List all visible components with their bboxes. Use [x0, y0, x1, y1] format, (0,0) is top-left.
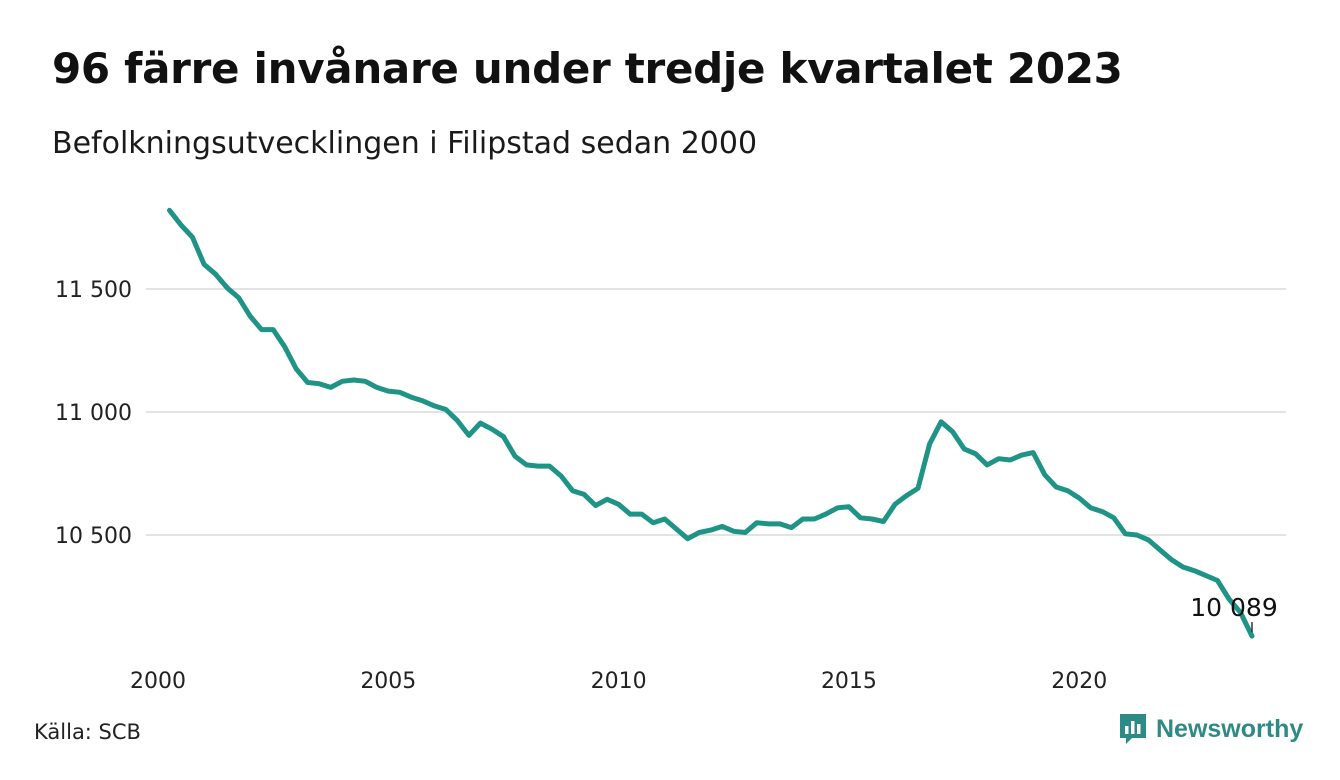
brand: Newsworthy [1118, 712, 1303, 746]
x-tick-label: 2010 [591, 669, 647, 694]
x-tick-label: 2000 [130, 669, 186, 694]
series-line [167, 207, 1255, 639]
y-tick-label: 10 500 [55, 524, 132, 549]
newsworthy-logo-icon [1120, 714, 1146, 744]
y-tick-label: 11 500 [55, 278, 132, 303]
end-value-label: 10 089 [1190, 593, 1277, 622]
source-note: Källa: SCB [34, 720, 141, 744]
y-tick-label: 11 000 [55, 401, 132, 426]
x-tick-label: 2005 [360, 669, 416, 694]
x-tick-label: 2020 [1051, 669, 1107, 694]
chart-subtitle: Befolkningsutvecklingen i Filipstad seda… [52, 126, 758, 161]
chart-title: 96 färre invånare under tredje kvartalet… [52, 44, 1123, 93]
x-tick-label: 2015 [821, 669, 877, 694]
brand-name: Newsworthy [1156, 714, 1304, 743]
